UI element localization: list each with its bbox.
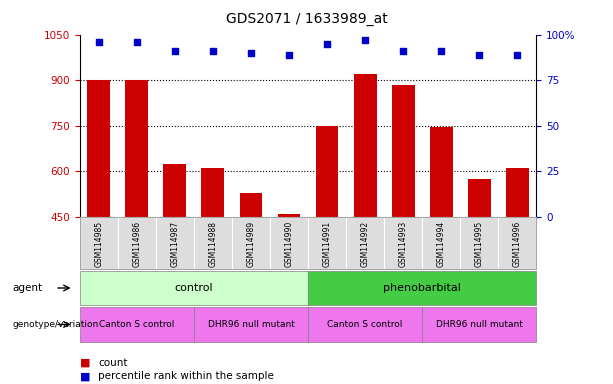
Text: GSM114985: GSM114985 (94, 221, 103, 267)
Point (246, 50, 256, 56)
Text: GSM114991: GSM114991 (322, 221, 332, 267)
Point (284, 51, 294, 58)
Text: genotype/variation: genotype/variation (12, 320, 99, 329)
Bar (164, 164, 186, 217)
Point (208, 48, 218, 54)
Point (94, 39, 104, 45)
Point (132, 39, 142, 45)
Text: ■: ■ (80, 371, 90, 381)
Point (322, 41, 332, 47)
Bar (430, 127, 452, 217)
Point (398, 48, 408, 54)
Text: GSM114989: GSM114989 (246, 221, 256, 267)
Text: DHR96 null mutant: DHR96 null mutant (208, 320, 294, 329)
Text: Canton S control: Canton S control (99, 320, 175, 329)
Bar (316, 126, 338, 217)
Point (436, 48, 446, 54)
Bar (468, 179, 490, 217)
Text: GSM114987: GSM114987 (170, 221, 180, 267)
Text: control: control (175, 283, 213, 293)
Text: GSM114986: GSM114986 (132, 221, 141, 267)
Text: count: count (98, 358, 128, 368)
Point (360, 37, 370, 43)
Bar (240, 193, 262, 217)
Text: GSM114996: GSM114996 (513, 221, 522, 267)
Bar (506, 168, 529, 217)
Text: GSM114992: GSM114992 (360, 221, 370, 267)
Text: ■: ■ (80, 358, 90, 368)
Bar (125, 80, 148, 217)
Text: GDS2071 / 1633989_at: GDS2071 / 1633989_at (226, 12, 387, 25)
Bar (202, 168, 224, 217)
Text: GSM114988: GSM114988 (208, 221, 218, 267)
Text: agent: agent (12, 283, 42, 293)
Text: percentile rank within the sample: percentile rank within the sample (98, 371, 274, 381)
Point (474, 51, 484, 58)
Point (170, 48, 180, 54)
Text: GSM114990: GSM114990 (284, 221, 294, 267)
Point (512, 51, 522, 58)
Text: phenobarbital: phenobarbital (383, 283, 461, 293)
Bar (87, 80, 110, 217)
Text: Canton S control: Canton S control (327, 320, 403, 329)
Bar (392, 85, 414, 217)
Text: GSM114994: GSM114994 (436, 221, 446, 267)
Text: GSM114993: GSM114993 (398, 221, 408, 267)
Bar (354, 74, 376, 217)
Text: GSM114995: GSM114995 (475, 221, 484, 267)
Bar (278, 214, 300, 217)
Text: DHR96 null mutant: DHR96 null mutant (436, 320, 523, 329)
